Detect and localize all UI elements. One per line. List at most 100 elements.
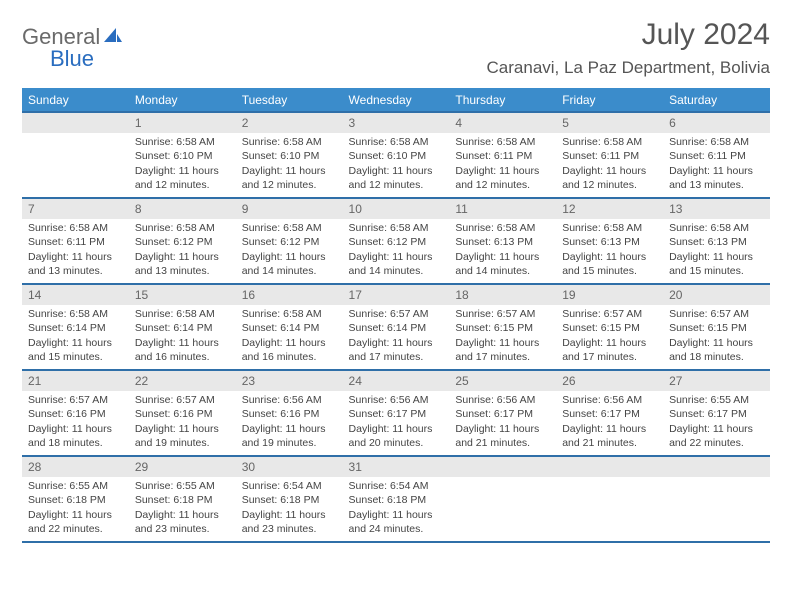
- weekday-header: Wednesday: [343, 89, 450, 113]
- daylight-line2: and 15 minutes.: [28, 350, 123, 364]
- daylight-line2: and 13 minutes.: [135, 264, 230, 278]
- sunrise-text: Sunrise: 6:58 AM: [349, 135, 444, 149]
- calendar-day-cell: [449, 456, 556, 542]
- day-content: Sunrise: 6:56 AMSunset: 6:17 PMDaylight:…: [343, 391, 450, 454]
- calendar-day-cell: 22Sunrise: 6:57 AMSunset: 6:16 PMDayligh…: [129, 370, 236, 456]
- sunset-text: Sunset: 6:15 PM: [455, 321, 550, 335]
- sunrise-text: Sunrise: 6:55 AM: [135, 479, 230, 493]
- sunset-text: Sunset: 6:15 PM: [669, 321, 764, 335]
- calendar-day-cell: 1Sunrise: 6:58 AMSunset: 6:10 PMDaylight…: [129, 112, 236, 198]
- day-number: 12: [556, 199, 663, 219]
- calendar-day-cell: 29Sunrise: 6:55 AMSunset: 6:18 PMDayligh…: [129, 456, 236, 542]
- calendar-day-cell: 7 Sunrise: 6:58 AMSunset: 6:11 PMDaylight…: [22, 198, 129, 284]
- daylight-line1: Daylight: 11 hours: [455, 164, 550, 178]
- daylight-line1: Daylight: 11 hours: [562, 164, 657, 178]
- sunset-text: Sunset: 6:11 PM: [669, 149, 764, 163]
- daylight-line2: and 17 minutes.: [455, 350, 550, 364]
- sunrise-text: Sunrise: 6:57 AM: [455, 307, 550, 321]
- day-content: Sunrise: 6:57 AMSunset: 6:15 PMDaylight:…: [663, 305, 770, 368]
- calendar-day-cell: 11Sunrise: 6:58 AMSunset: 6:13 PMDayligh…: [449, 198, 556, 284]
- day-number: 20: [663, 285, 770, 305]
- calendar-day-cell: 4Sunrise: 6:58 AMSunset: 6:11 PMDaylight…: [449, 112, 556, 198]
- calendar-day-cell: 21Sunrise: 6:57 AMSunset: 6:16 PMDayligh…: [22, 370, 129, 456]
- sunset-text: Sunset: 6:12 PM: [135, 235, 230, 249]
- daylight-line1: Daylight: 11 hours: [349, 422, 444, 436]
- calendar-day-cell: 10Sunrise: 6:58 AMSunset: 6:12 PMDayligh…: [343, 198, 450, 284]
- day-number: 24: [343, 371, 450, 391]
- sunrise-text: Sunrise: 6:58 AM: [669, 221, 764, 235]
- sunrise-text: Sunrise: 6:57 AM: [135, 393, 230, 407]
- daylight-line2: and 22 minutes.: [28, 522, 123, 536]
- daylight-line2: and 20 minutes.: [349, 436, 444, 450]
- daylight-line2: and 12 minutes.: [455, 178, 550, 192]
- sunset-text: Sunset: 6:10 PM: [135, 149, 230, 163]
- daylight-line2: and 13 minutes.: [28, 264, 123, 278]
- day-number: 11: [449, 199, 556, 219]
- day-number: 18: [449, 285, 556, 305]
- weekday-header: Tuesday: [236, 89, 343, 113]
- calendar-day-cell: 17Sunrise: 6:57 AMSunset: 6:14 PMDayligh…: [343, 284, 450, 370]
- calendar-day-cell: 2Sunrise: 6:58 AMSunset: 6:10 PMDaylight…: [236, 112, 343, 198]
- calendar-body: 1Sunrise: 6:58 AMSunset: 6:10 PMDaylight…: [22, 112, 770, 542]
- day-number: 5: [556, 113, 663, 133]
- day-number: 17: [343, 285, 450, 305]
- daylight-line1: Daylight: 11 hours: [28, 250, 123, 264]
- sunrise-text: Sunrise: 6:57 AM: [562, 307, 657, 321]
- daylight-line2: and 18 minutes.: [28, 436, 123, 450]
- day-number: 19: [556, 285, 663, 305]
- day-content: Sunrise: 6:54 AMSunset: 6:18 PMDaylight:…: [236, 477, 343, 540]
- day-number: 15: [129, 285, 236, 305]
- sunrise-text: Sunrise: 6:58 AM: [135, 307, 230, 321]
- daylight-line1: Daylight: 11 hours: [455, 250, 550, 264]
- calendar-week-row: 1Sunrise: 6:58 AMSunset: 6:10 PMDaylight…: [22, 112, 770, 198]
- daylight-line2: and 24 minutes.: [349, 522, 444, 536]
- sunrise-text: Sunrise: 6:56 AM: [242, 393, 337, 407]
- daylight-line2: and 14 minutes.: [349, 264, 444, 278]
- daylight-line2: and 17 minutes.: [562, 350, 657, 364]
- day-content: Sunrise: 6:58 AMSunset: 6:11 PMDaylight:…: [663, 133, 770, 196]
- daylight-line1: Daylight: 11 hours: [455, 422, 550, 436]
- daylight-line2: and 15 minutes.: [669, 264, 764, 278]
- daylight-line1: Daylight: 11 hours: [455, 336, 550, 350]
- daylight-line1: Daylight: 11 hours: [669, 164, 764, 178]
- logo-text: General Blue: [22, 24, 124, 72]
- day-number-empty: [663, 457, 770, 477]
- day-number: 7: [22, 199, 129, 219]
- day-number-empty: [556, 457, 663, 477]
- day-content: Sunrise: 6:58 AMSunset: 6:10 PMDaylight:…: [236, 133, 343, 196]
- day-content: Sunrise: 6:56 AMSunset: 6:17 PMDaylight:…: [556, 391, 663, 454]
- calendar-day-cell: 27Sunrise: 6:55 AMSunset: 6:17 PMDayligh…: [663, 370, 770, 456]
- daylight-line2: and 14 minutes.: [242, 264, 337, 278]
- calendar-day-cell: 15Sunrise: 6:58 AMSunset: 6:14 PMDayligh…: [129, 284, 236, 370]
- daylight-line2: and 13 minutes.: [669, 178, 764, 192]
- daylight-line1: Daylight: 11 hours: [349, 508, 444, 522]
- calendar-day-cell: 3Sunrise: 6:58 AMSunset: 6:10 PMDaylight…: [343, 112, 450, 198]
- daylight-line1: Daylight: 11 hours: [242, 336, 337, 350]
- sunset-text: Sunset: 6:13 PM: [455, 235, 550, 249]
- calendar-table: SundayMondayTuesdayWednesdayThursdayFrid…: [22, 88, 770, 543]
- sunrise-text: Sunrise: 6:58 AM: [28, 307, 123, 321]
- sunset-text: Sunset: 6:11 PM: [28, 235, 123, 249]
- sunrise-text: Sunrise: 6:55 AM: [28, 479, 123, 493]
- day-number: 21: [22, 371, 129, 391]
- day-content: Sunrise: 6:58 AMSunset: 6:12 PMDaylight:…: [343, 219, 450, 282]
- calendar-week-row: 28Sunrise: 6:55 AMSunset: 6:18 PMDayligh…: [22, 456, 770, 542]
- day-number: 9: [236, 199, 343, 219]
- sunrise-text: Sunrise: 6:58 AM: [135, 135, 230, 149]
- sunrise-text: Sunrise: 6:58 AM: [135, 221, 230, 235]
- day-content: Sunrise: 6:57 AMSunset: 6:14 PMDaylight:…: [343, 305, 450, 368]
- day-content: Sunrise: 6:57 AMSunset: 6:16 PMDaylight:…: [129, 391, 236, 454]
- day-content: Sunrise: 6:58 AMSunset: 6:14 PMDaylight:…: [236, 305, 343, 368]
- sunrise-text: Sunrise: 6:58 AM: [28, 221, 123, 235]
- calendar-day-cell: 12Sunrise: 6:58 AMSunset: 6:13 PMDayligh…: [556, 198, 663, 284]
- daylight-line1: Daylight: 11 hours: [562, 422, 657, 436]
- day-content: Sunrise: 6:57 AMSunset: 6:16 PMDaylight:…: [22, 391, 129, 454]
- day-content: Sunrise: 6:58 AMSunset: 6:12 PMDaylight:…: [129, 219, 236, 282]
- day-content: Sunrise: 6:58 AMSunset: 6:10 PMDaylight:…: [129, 133, 236, 196]
- daylight-line1: Daylight: 11 hours: [135, 250, 230, 264]
- calendar-day-cell: 25Sunrise: 6:56 AMSunset: 6:17 PMDayligh…: [449, 370, 556, 456]
- location-text: Caranavi, La Paz Department, Bolivia: [487, 58, 770, 84]
- sunrise-text: Sunrise: 6:58 AM: [242, 221, 337, 235]
- daylight-line1: Daylight: 11 hours: [562, 336, 657, 350]
- daylight-line1: Daylight: 11 hours: [242, 422, 337, 436]
